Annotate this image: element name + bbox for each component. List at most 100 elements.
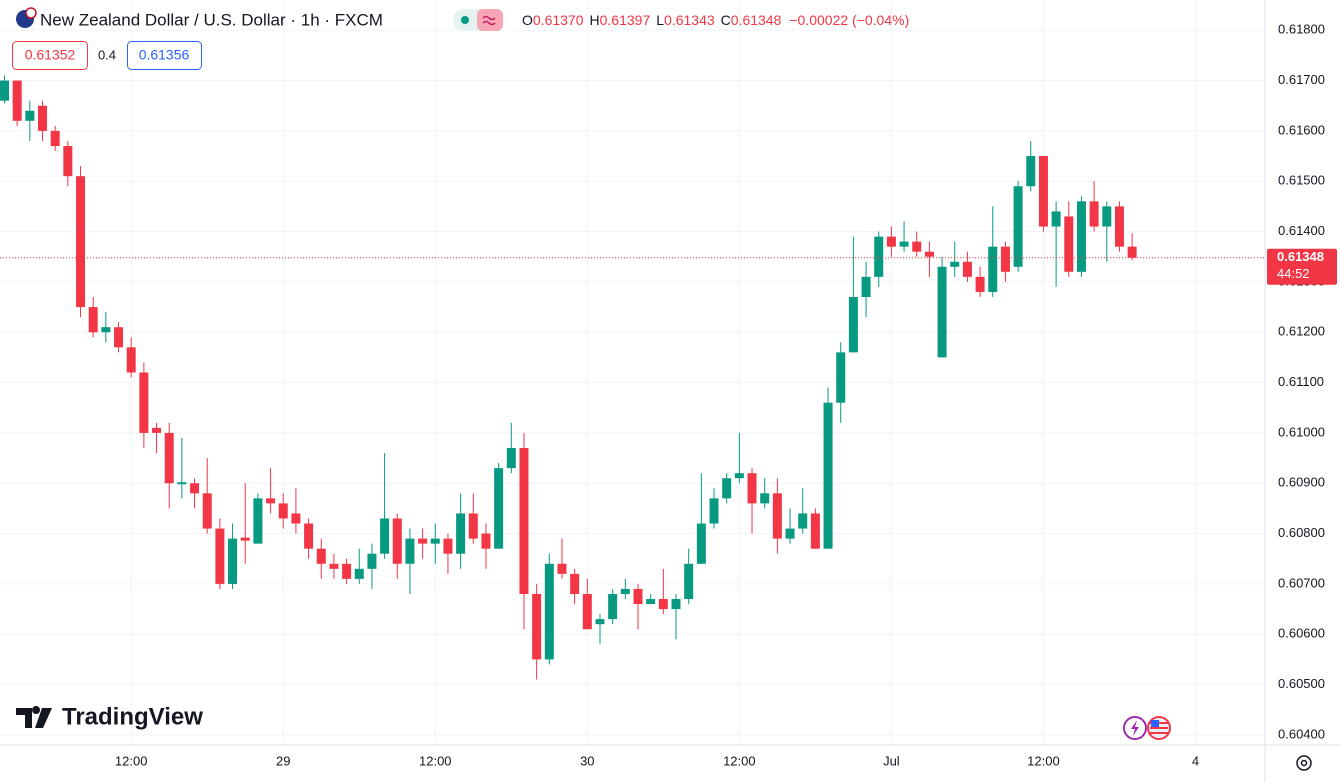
candle-body (215, 528, 225, 584)
candle-body (25, 110, 35, 121)
candle-body (848, 296, 858, 353)
candle-body (291, 513, 301, 524)
candle-body (912, 241, 922, 252)
settings-button[interactable] (1296, 755, 1312, 771)
open-label: O (522, 12, 533, 28)
y-tick-label: 0.60600 (1278, 626, 1325, 641)
candle-body (722, 478, 732, 499)
data-status[interactable] (477, 9, 503, 31)
market-status (461, 16, 469, 24)
candle-body (519, 448, 529, 594)
legend-header: New Zealand Dollar / U.S. Dollar · 1h · … (12, 7, 909, 70)
candle-body (823, 402, 833, 549)
ohlc-legend: O0.61370 H0.61397 L0.61343 C0.61348 −0.00022… (522, 12, 909, 28)
x-tick-label: 12:00 (115, 753, 148, 768)
x-tick-label: Jul (883, 753, 900, 768)
price-tag: 0.61348 44:52 (1267, 248, 1337, 285)
candle-body (443, 538, 453, 554)
candle-body (481, 533, 491, 549)
candle-body (12, 80, 22, 121)
economic-events-icon (1151, 720, 1159, 727)
candle-body (772, 493, 782, 539)
candle-body (988, 246, 998, 292)
candle-body (532, 593, 542, 660)
candle-body (582, 593, 592, 630)
time-axis: 12:00 29 12:00 30 12:00 Jul 12:00 4 (115, 753, 1199, 768)
buy-box[interactable] (127, 41, 202, 70)
candle-body (0, 80, 9, 101)
candle-body (139, 372, 149, 433)
candle-body (38, 105, 48, 131)
settings-button (1300, 759, 1308, 767)
candle-body (950, 261, 960, 267)
candle-body (456, 513, 466, 554)
candle-body (1038, 156, 1048, 227)
candle-body (1114, 206, 1124, 247)
price-axis: 0.60400 0.60500 0.60600 0.60700 0.60800 0.609… (1278, 22, 1325, 742)
ask-price: 0.61356 (139, 47, 190, 63)
candle-body (671, 599, 681, 610)
candle-body (354, 568, 364, 579)
candle-body (152, 427, 162, 433)
candle-body (557, 563, 567, 574)
y-tick-label: 0.61200 (1278, 324, 1325, 339)
candle-body (937, 266, 947, 358)
price-tag-countdown: 44:52 (1277, 266, 1310, 281)
candle-body (747, 473, 757, 504)
candle-body (114, 327, 124, 348)
candle-body (506, 448, 516, 469)
candle-body (620, 588, 630, 594)
candle-body (253, 498, 263, 544)
y-tick-label: 0.61700 (1278, 72, 1325, 87)
candle-body (709, 498, 719, 524)
price-tag-box (1267, 248, 1337, 285)
candle-body (177, 482, 187, 485)
candle-body (1026, 156, 1036, 187)
candle-body (202, 493, 212, 529)
watermark: TradingView (16, 703, 203, 730)
close-value: 0.61348 (731, 12, 782, 28)
candle-body (342, 563, 352, 579)
candle-body (240, 537, 250, 541)
candle-body (468, 513, 478, 539)
x-tick-label: 12:00 (419, 753, 452, 768)
candle-body (595, 619, 605, 625)
x-tick-label: 29 (276, 753, 290, 768)
x-tick-label: 4 (1192, 753, 1199, 768)
candle-body (63, 145, 73, 177)
candle-body (228, 538, 238, 584)
price-tag-value: 0.61348 (1277, 249, 1324, 264)
candle-body (392, 518, 402, 564)
candle-body (1000, 246, 1010, 272)
candles (0, 75, 1265, 680)
candle-body (430, 538, 440, 544)
candle-body (316, 548, 326, 564)
high-label: H (590, 12, 600, 28)
y-tick-label: 0.60400 (1278, 726, 1325, 741)
candle-body (684, 563, 694, 600)
candle-body (608, 593, 618, 620)
candle-body (975, 276, 985, 292)
candle-body (658, 599, 668, 610)
y-tick-label: 0.61100 (1278, 374, 1324, 389)
candle-body (266, 498, 276, 504)
candle-body (633, 588, 643, 605)
candle-body (836, 352, 846, 403)
grid (0, 0, 1265, 745)
spread: 0.4 (98, 47, 116, 62)
sell-box[interactable] (12, 41, 88, 70)
watermark-text: TradingView (62, 703, 203, 730)
watermark-logo (16, 706, 52, 728)
candle-body (1127, 246, 1137, 258)
y-tick-label: 0.60500 (1278, 676, 1325, 691)
data-status-icon (482, 15, 496, 26)
candle-body (380, 518, 390, 554)
events-icon (1131, 720, 1139, 736)
candle-body (798, 513, 808, 529)
open-value: 0.61370 (533, 12, 584, 28)
candle-body (1089, 201, 1099, 227)
candle-body (734, 473, 744, 479)
candle-body (874, 236, 884, 277)
symbol-title[interactable]: New Zealand Dollar / U.S. Dollar · 1h · … (40, 10, 383, 29)
